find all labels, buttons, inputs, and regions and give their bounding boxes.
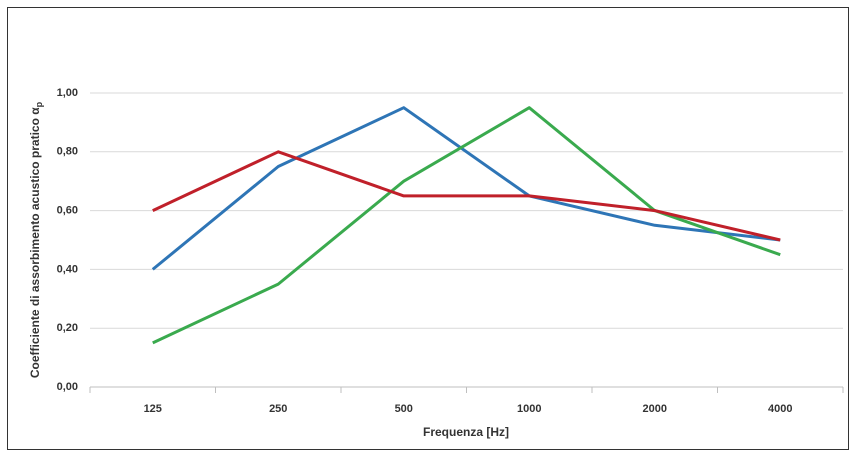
y-tick-label: 0,20 bbox=[57, 322, 78, 334]
x-tick-label: 4000 bbox=[768, 403, 792, 415]
y-axis-title-main: Coefficiente di assorbimento acustico pr… bbox=[28, 107, 42, 378]
data-line bbox=[151, 106, 781, 271]
y-axis-title: Coefficiente di assorbimento acustico pr… bbox=[28, 101, 44, 378]
x-axis-title: Frequenza [Hz] bbox=[423, 425, 509, 439]
y-tick-label: 0,40 bbox=[57, 263, 78, 275]
y-tick-label: 0,80 bbox=[57, 146, 78, 158]
y-tick-label: 1,00 bbox=[57, 87, 78, 99]
y-tick-label: 0,00 bbox=[57, 381, 78, 393]
y-tick-label: 0,60 bbox=[57, 205, 78, 217]
x-tick-label: 125 bbox=[144, 403, 162, 415]
x-tick-label: 500 bbox=[395, 403, 413, 415]
x-tick-label: 250 bbox=[269, 403, 287, 415]
data-line bbox=[152, 150, 781, 242]
chart-border bbox=[7, 7, 849, 450]
y-axis-title-sub: p bbox=[34, 101, 44, 107]
data-line bbox=[152, 106, 781, 345]
x-tick-label: 1000 bbox=[517, 403, 541, 415]
x-tick-label: 2000 bbox=[643, 403, 667, 415]
